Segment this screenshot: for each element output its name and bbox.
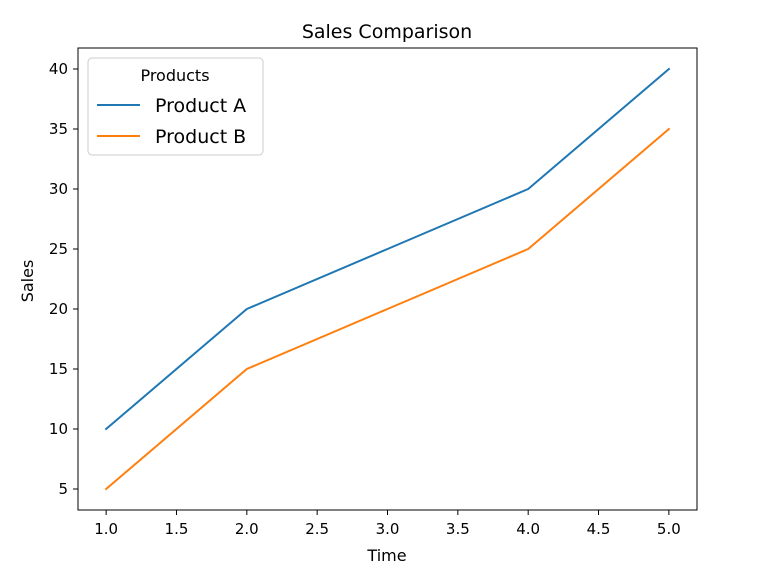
x-tick-label: 3.0 [376, 520, 400, 538]
x-tick-label: 4.0 [516, 520, 540, 538]
chart-title: Sales Comparison [302, 21, 472, 43]
x-tick-label: 1.5 [165, 520, 189, 538]
y-tick-label: 15 [49, 360, 68, 378]
x-axis: 1.0 1.5 2.0 2.5 3.0 3.5 4.0 4.5 5.0 [94, 510, 681, 538]
x-tick-label: 3.5 [446, 520, 470, 538]
x-tick-label: 4.5 [587, 520, 611, 538]
plot-frame [77, 47, 698, 511]
y-tick-label: 35 [49, 120, 68, 138]
x-tick-label: 1.0 [94, 520, 118, 538]
y-tick-label: 40 [49, 60, 68, 78]
legend-title: Products [140, 66, 209, 85]
x-axis-label: Time [366, 546, 406, 565]
y-tick-label: 5 [58, 480, 68, 498]
y-tick-label: 25 [49, 240, 68, 258]
x-tick-label: 2.5 [305, 520, 329, 538]
x-tick-label: 5.0 [657, 520, 681, 538]
y-tick-label: 10 [49, 420, 68, 438]
y-tick-label: 20 [49, 300, 68, 318]
y-tick-label: 30 [49, 180, 68, 198]
series-line-a [104, 67, 671, 431]
series-line-b [104, 127, 671, 491]
legend-box [87, 57, 264, 156]
series-layer [104, 67, 671, 491]
y-axis-label: Sales [18, 260, 37, 303]
y-axis: 5 10 15 20 25 30 35 40 [49, 60, 78, 498]
legend: Products Product A Product B [87, 57, 264, 156]
legend-label: Product A [155, 95, 246, 117]
x-tick-label: 2.0 [235, 520, 259, 538]
legend-label: Product B [155, 126, 246, 148]
legend-items: Product A Product B [97, 95, 246, 148]
